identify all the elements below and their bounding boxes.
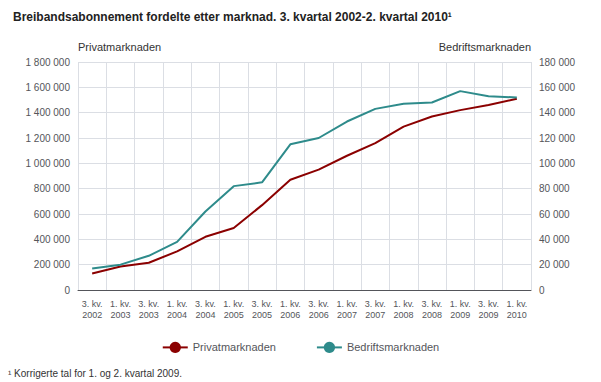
- svg-text:2002: 2002: [82, 310, 102, 320]
- svg-text:Bedriftsmarknaden: Bedriftsmarknaden: [347, 341, 439, 353]
- svg-text:160 000: 160 000: [539, 82, 576, 93]
- svg-text:0: 0: [539, 285, 545, 296]
- svg-text:Bedriftsmarknaden: Bedriftsmarknaden: [439, 41, 531, 53]
- svg-text:Breibandsabonnement fordelte e: Breibandsabonnement fordelte etter markn…: [13, 10, 452, 24]
- svg-text:180 000: 180 000: [539, 57, 576, 68]
- svg-text:0: 0: [64, 285, 70, 296]
- svg-text:1. kv.: 1. kv.: [223, 299, 244, 309]
- svg-text:1. kv.: 1. kv.: [110, 299, 131, 309]
- svg-text:2003: 2003: [110, 310, 130, 320]
- svg-text:3. kv.: 3. kv.: [252, 299, 273, 309]
- svg-text:¹ Korrigerte tal for 1. og 2.: ¹ Korrigerte tal for 1. og 2. kvartal 20…: [8, 368, 182, 379]
- svg-text:1 400 000: 1 400 000: [26, 107, 71, 118]
- svg-text:2005: 2005: [224, 310, 244, 320]
- svg-text:2009: 2009: [450, 310, 470, 320]
- svg-text:2004: 2004: [195, 310, 215, 320]
- svg-text:1. kv.: 1. kv.: [280, 299, 301, 309]
- svg-text:60 000: 60 000: [539, 209, 570, 220]
- svg-text:100 000: 100 000: [539, 158, 576, 169]
- svg-text:40 000: 40 000: [539, 234, 570, 245]
- svg-text:800 000: 800 000: [34, 183, 71, 194]
- svg-text:120 000: 120 000: [539, 133, 576, 144]
- svg-text:2010: 2010: [507, 310, 527, 320]
- svg-text:3. kv.: 3. kv.: [365, 299, 386, 309]
- svg-text:3. kv.: 3. kv.: [308, 299, 329, 309]
- svg-text:1 200 000: 1 200 000: [26, 133, 71, 144]
- svg-text:2005: 2005: [252, 310, 272, 320]
- svg-text:1 600 000: 1 600 000: [26, 82, 71, 93]
- svg-text:80 000: 80 000: [539, 183, 570, 194]
- svg-text:Privatmarknaden: Privatmarknaden: [78, 41, 161, 53]
- svg-text:3. kv.: 3. kv.: [195, 299, 216, 309]
- svg-text:600 000: 600 000: [34, 209, 71, 220]
- svg-text:3. kv.: 3. kv.: [478, 299, 499, 309]
- svg-text:2008: 2008: [422, 310, 442, 320]
- svg-text:2006: 2006: [280, 310, 300, 320]
- svg-text:20 000: 20 000: [539, 259, 570, 270]
- svg-text:200 000: 200 000: [34, 259, 71, 270]
- svg-text:1. kv.: 1. kv.: [337, 299, 358, 309]
- svg-text:400 000: 400 000: [34, 234, 71, 245]
- svg-text:3. kv.: 3. kv.: [138, 299, 159, 309]
- svg-text:2007: 2007: [337, 310, 357, 320]
- svg-text:2006: 2006: [309, 310, 329, 320]
- svg-text:1. kv.: 1. kv.: [450, 299, 471, 309]
- svg-text:140 000: 140 000: [539, 107, 576, 118]
- svg-text:1. kv.: 1. kv.: [167, 299, 188, 309]
- svg-text:1 800 000: 1 800 000: [26, 57, 71, 68]
- svg-text:3. kv.: 3. kv.: [421, 299, 442, 309]
- svg-text:2009: 2009: [479, 310, 499, 320]
- svg-text:3. kv.: 3. kv.: [82, 299, 103, 309]
- svg-text:2008: 2008: [394, 310, 414, 320]
- svg-text:2003: 2003: [139, 310, 159, 320]
- svg-text:Privatmarknaden: Privatmarknaden: [193, 341, 276, 353]
- svg-text:1 000 000: 1 000 000: [26, 158, 71, 169]
- svg-text:2004: 2004: [167, 310, 187, 320]
- svg-text:2007: 2007: [365, 310, 385, 320]
- svg-text:1. kv.: 1. kv.: [393, 299, 414, 309]
- svg-text:1. kv.: 1. kv.: [506, 299, 527, 309]
